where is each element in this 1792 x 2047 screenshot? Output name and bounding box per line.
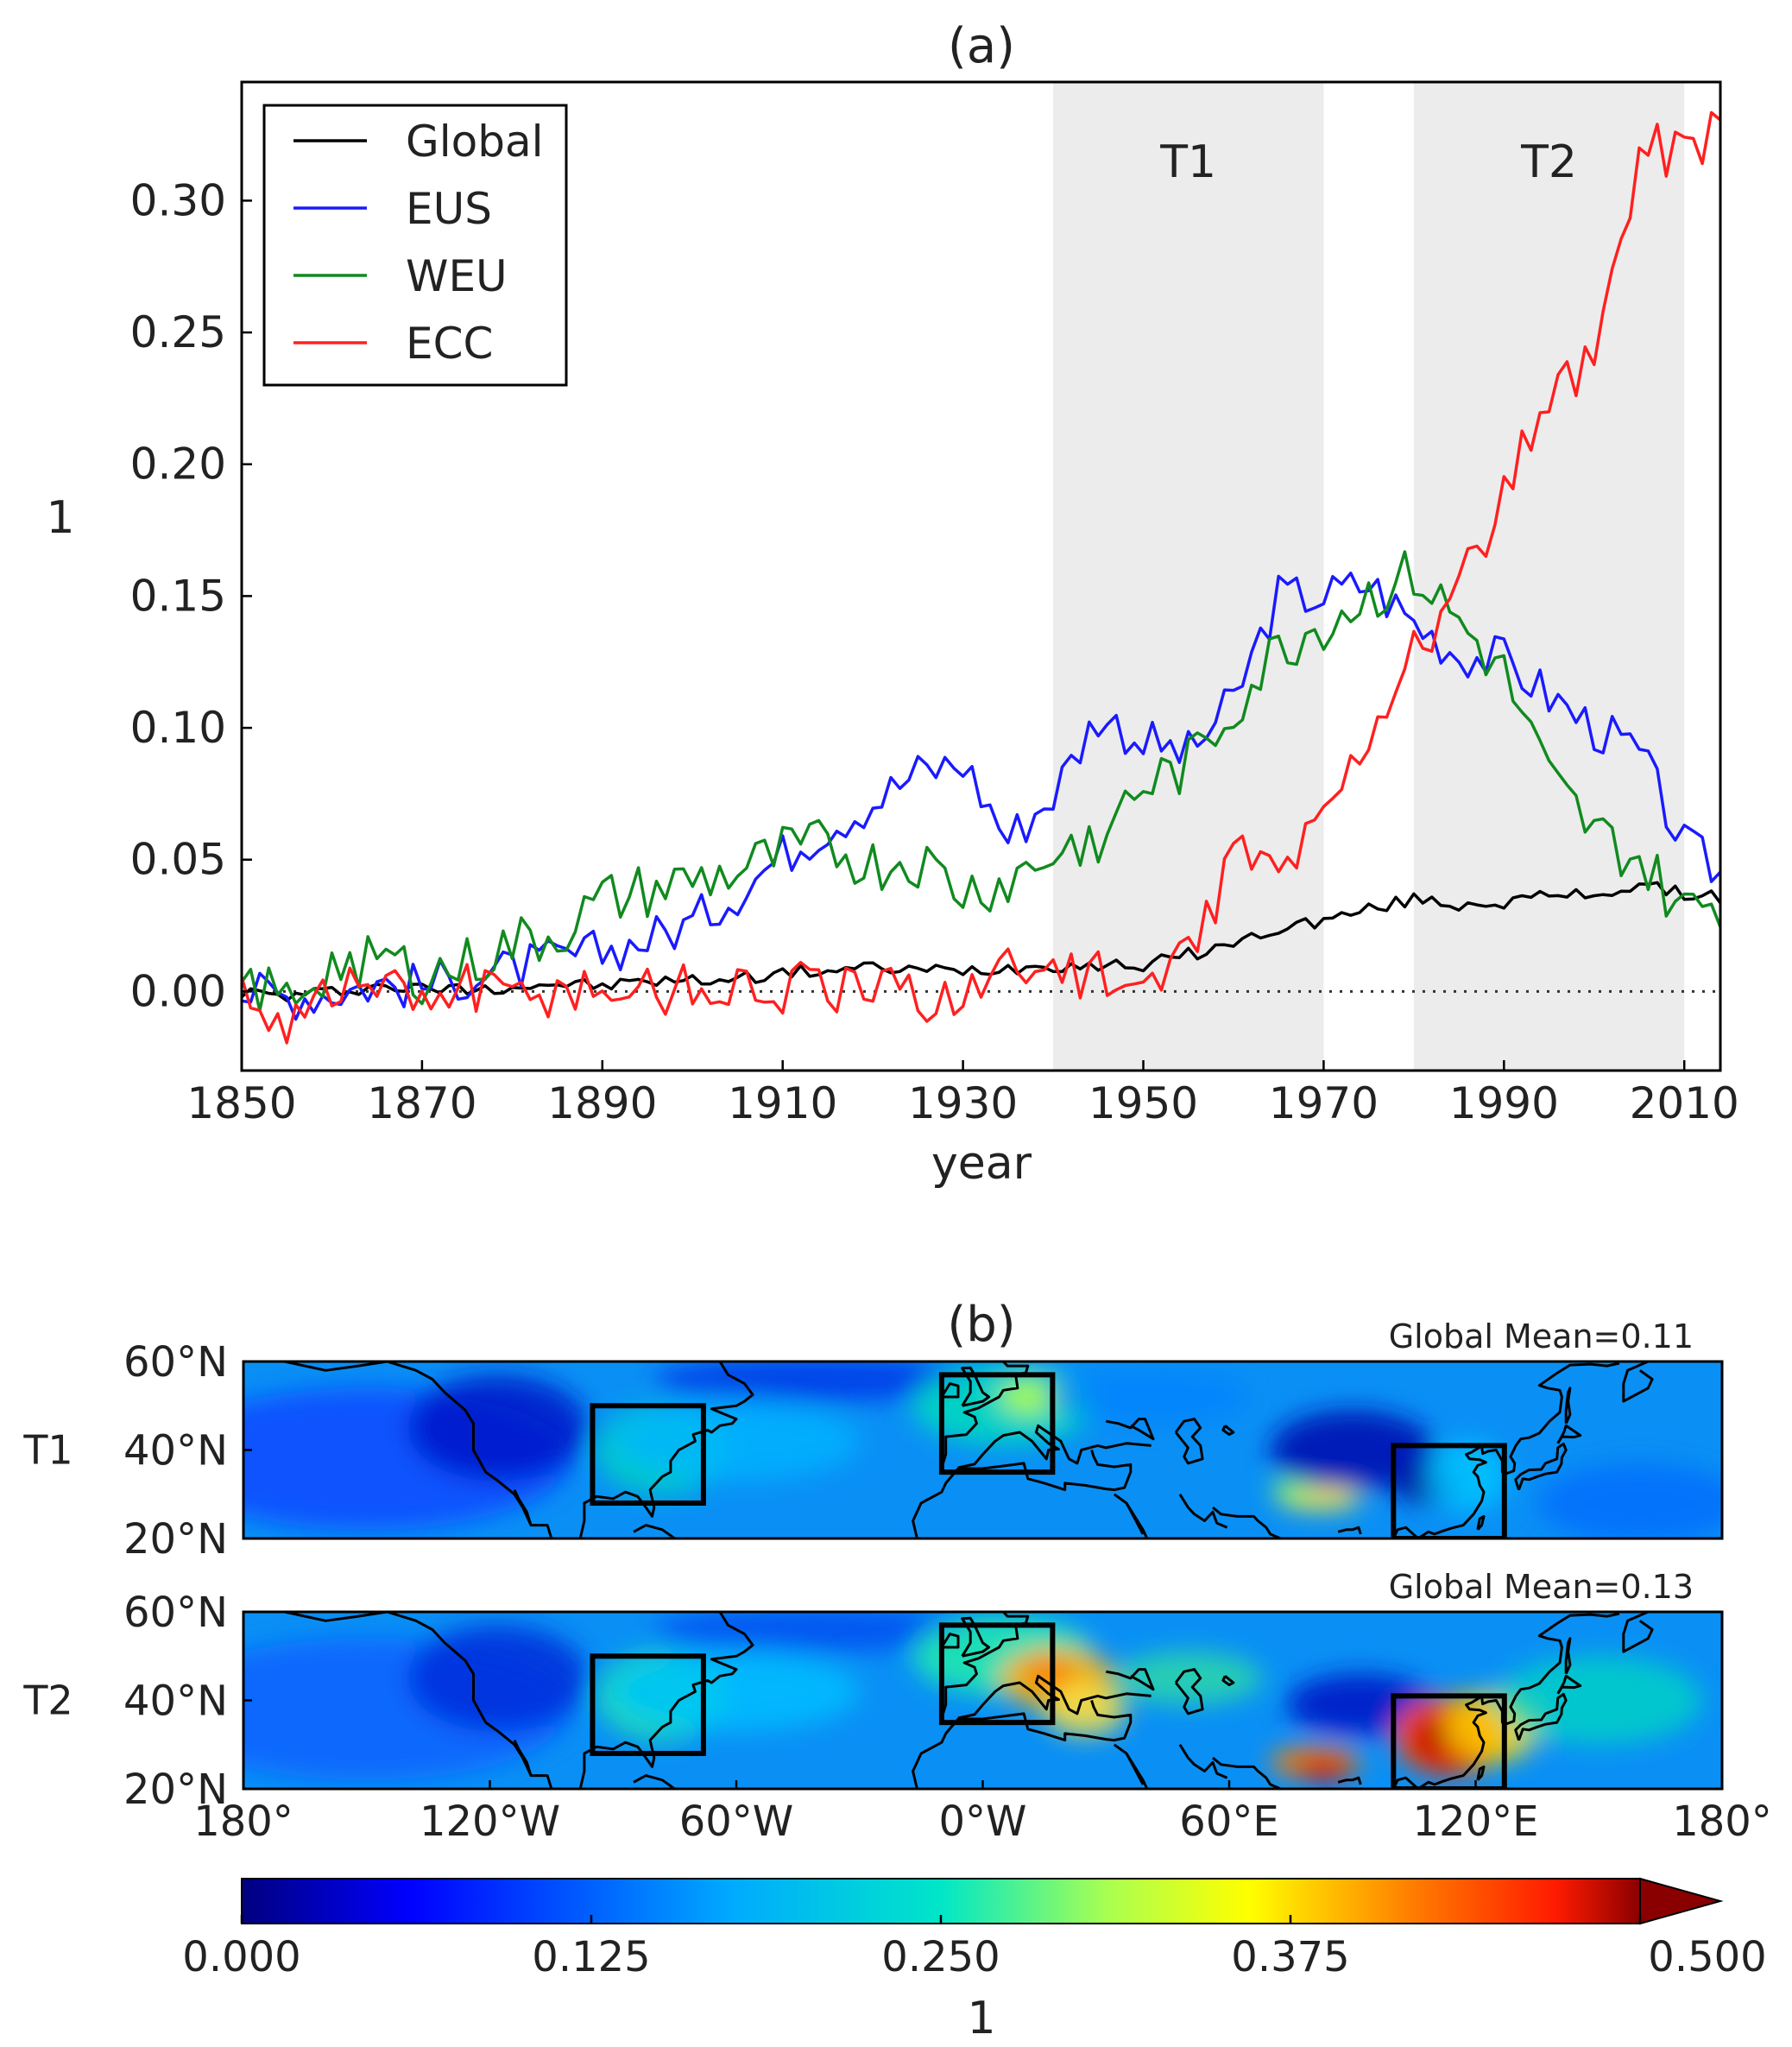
map-field-blob — [1496, 1656, 1702, 1745]
panel-b: (b) Global Mean=0.11T160°N40°N20°NGlobal… — [22, 1297, 1772, 2044]
x-axis-a: 1850 1870 1890 1910 1930 1950 1970 1990 2010 — [186, 1060, 1739, 1128]
x-tick-label: 1890 — [547, 1078, 657, 1128]
x-tick-label: 1970 — [1269, 1078, 1379, 1128]
coastlines — [284, 1612, 1654, 1789]
map-field-blob — [653, 1612, 983, 1652]
lat-tick-label: 20°N — [123, 1515, 228, 1564]
x-tick-label: 1850 — [186, 1078, 296, 1128]
legend-label-ecc: ECC — [406, 319, 493, 369]
region-box-eus — [590, 1403, 706, 1506]
lon-tick-label: 180° — [193, 1797, 293, 1846]
lon-tick-label: 180° — [1672, 1797, 1772, 1846]
y-axis-label: 1 — [46, 492, 74, 544]
lon-tick-label: 0°W — [939, 1797, 1027, 1846]
panel-b-title: (b) — [947, 1297, 1015, 1353]
map-row-label: T1 — [22, 1427, 73, 1474]
series-line-global — [242, 881, 1720, 1002]
lat-tick-label: 60°N — [123, 1338, 228, 1387]
colorbar — [241, 1877, 1724, 1925]
lat-tick-label: 60°N — [123, 1589, 228, 1637]
colorbar-tick-label: 0.250 — [881, 1933, 1000, 1981]
map-field-blob — [653, 1362, 983, 1402]
region-box-ecc — [1391, 1693, 1507, 1789]
map-t2: Global Mean=0.13 T2 60°N 40°N 20°N — [22, 1568, 1724, 1814]
map-field-blob — [1270, 1481, 1312, 1499]
y-tick-label: 0.25 — [130, 307, 226, 357]
x-tick-label: 1870 — [367, 1078, 476, 1128]
legend-label-global: Global — [406, 117, 544, 167]
y-tick-label: 0.30 — [130, 175, 226, 225]
x-tick-label: 2010 — [1630, 1078, 1739, 1128]
global-mean-label: Global Mean=0.11 — [1389, 1317, 1694, 1355]
series-line-weu — [242, 550, 1720, 1013]
colorbar-label: 1 — [967, 1993, 995, 2044]
map-field-blob — [1044, 1370, 1250, 1424]
panel-a-title: (a) — [948, 18, 1015, 74]
region-box-weu — [938, 1372, 1056, 1475]
x-tick-label: 1910 — [728, 1078, 837, 1128]
shaded-period-label-t1: T1 — [1159, 136, 1216, 188]
shaded-period-t1 — [1053, 82, 1324, 1071]
map-field — [243, 1362, 1722, 1538]
legend: Global EUS WEU ECC — [262, 104, 568, 387]
legend-label-eus: EUS — [406, 184, 492, 234]
lon-tick-label: 60°W — [679, 1797, 794, 1846]
shaded-period-t2 — [1413, 82, 1685, 1071]
map-field-blob — [1536, 1463, 1722, 1538]
map-field-blob — [1114, 1652, 1263, 1705]
x-tick-label: 1930 — [908, 1078, 1018, 1128]
y-axis-a: 0.00 0.05 0.10 0.15 0.20 0.25 0.30 — [130, 175, 252, 1016]
panel-a: (a) T1 T2 1850 1870 1890 1910 1930 1950 1970 199… — [46, 18, 1738, 1190]
longitude-axis: 180° 120°W 60°W 0°W 60°E 120°E 180° — [193, 1780, 1772, 1846]
legend-box — [262, 104, 568, 387]
shaded-periods: T1 T2 — [1053, 82, 1685, 1071]
map-field-blob — [407, 1374, 589, 1482]
x-axis-label: year — [931, 1138, 1032, 1190]
y-tick-label: 0.00 — [130, 966, 226, 1016]
lat-tick-label: 40°N — [123, 1427, 228, 1475]
colorbar-ticks: 0.000 0.125 0.250 0.375 0.500 — [182, 1915, 1767, 1981]
map-field-blob — [1286, 1673, 1435, 1736]
region-box-ecc — [1391, 1443, 1507, 1538]
map-field-blob — [1426, 1441, 1509, 1513]
map-field-blob — [613, 1652, 860, 1732]
plot-area-a — [240, 80, 1722, 1072]
shaded-period-label-t2: T2 — [1520, 136, 1577, 188]
y-tick-label: 0.10 — [130, 703, 226, 753]
map-row-label: T2 — [22, 1677, 73, 1724]
colorbar-tick-label: 0.500 — [1648, 1933, 1766, 1981]
y-tick-label: 0.15 — [130, 571, 226, 621]
x-tick-label: 1990 — [1449, 1078, 1559, 1128]
series-lines — [242, 111, 1720, 1045]
map-field — [243, 1612, 1722, 1789]
y-tick-label: 0.20 — [130, 439, 226, 490]
map-field-blobs — [243, 1362, 1722, 1538]
region-box-weu — [938, 1622, 1056, 1726]
lat-tick-label: 40°N — [123, 1677, 228, 1726]
map-field-blob — [1295, 1758, 1353, 1780]
series-line-ecc — [242, 111, 1720, 1045]
lon-tick-label: 120°E — [1413, 1797, 1539, 1846]
lon-tick-label: 120°W — [420, 1797, 560, 1846]
colorbar-tick-label: 0.125 — [532, 1933, 650, 1981]
legend-label-weu: WEU — [406, 251, 508, 301]
map-field-blob — [407, 1625, 589, 1732]
lat-tick-label: 20°N — [123, 1766, 228, 1814]
map-field-blob — [1044, 1683, 1127, 1736]
map-field-blobs — [243, 1612, 1702, 1780]
coastlines — [284, 1362, 1654, 1538]
y-tick-label: 0.05 — [130, 835, 226, 885]
x-tick-label: 1950 — [1088, 1078, 1198, 1128]
colorbar-extend-arrow — [1639, 1877, 1724, 1925]
lon-tick-label: 60°E — [1179, 1797, 1278, 1846]
map-t1: Global Mean=0.11 T1 60°N 40°N 20°N — [22, 1317, 1724, 1564]
colorbar-tick-label: 0.375 — [1231, 1933, 1349, 1981]
colorbar-tick-label: 0.000 — [182, 1933, 300, 1981]
map-field-blob — [613, 1401, 860, 1482]
region-box-eus — [590, 1653, 706, 1756]
global-mean-label: Global Mean=0.13 — [1389, 1568, 1694, 1606]
